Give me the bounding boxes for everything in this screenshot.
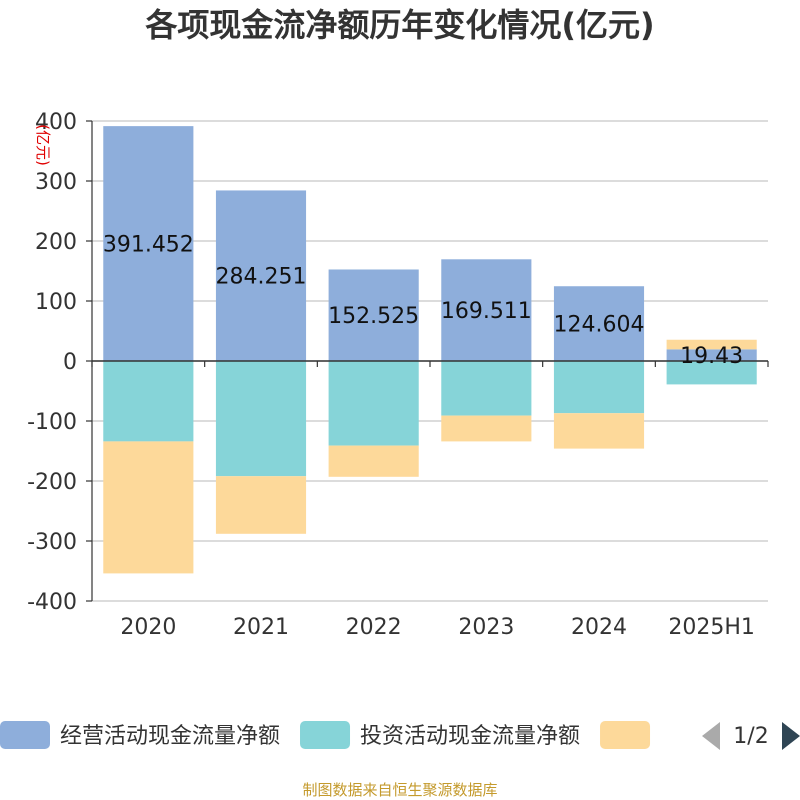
x-tick-label: 2021 [233,615,289,640]
y-tick-label: -200 [27,470,77,495]
y-tick-label: 300 [35,170,77,195]
bar-2021-series-0 [215,190,307,361]
bar-2023-series-0 [441,259,532,361]
bar-2022-series-2 [328,445,419,477]
bar-2023-series-1 [441,361,532,416]
y-tick-label: 100 [35,290,77,315]
source-note: 制图数据来自恒生聚源数据库 [302,781,497,799]
data-label: 169.511 [441,299,532,324]
y-axis-unit-label: (亿元) [34,124,52,166]
x-tick-label: 2024 [571,615,627,640]
bar-2022-series-1 [328,361,419,446]
bar-2021-series-2 [215,476,307,534]
bar-2024-series-0 [553,286,645,361]
y-tick-label: -100 [27,410,77,435]
bar-2020-series-1 [103,361,194,442]
legend-prev-arrow-icon [702,722,720,750]
bar-2025H1-series-0 [666,349,757,361]
data-label: 19.43 [680,344,743,369]
bar-2024-series-2 [553,413,645,449]
chart-title: 各项现金流净额历年变化情况(亿元) [145,6,654,44]
bar-2020-series-0 [103,126,194,361]
x-tick-label: 2025H1 [668,615,755,640]
y-tick-label: 200 [35,230,77,255]
data-label: 124.604 [554,313,645,338]
bar-2021-series-1 [215,361,307,477]
y-tick-label: -300 [27,530,77,555]
legend-next-arrow-icon [782,722,800,750]
bar-2020-series-2 [103,441,194,574]
bar-2022-series-0 [328,269,419,361]
data-label: 152.525 [328,304,419,329]
legend-swatch-2 [600,721,651,749]
bar-2024-series-1 [553,361,645,414]
x-tick-label: 2022 [346,615,402,640]
data-label: 391.452 [103,233,194,258]
bar-layer [103,126,757,574]
legend: 经营活动现金流量净额 投资活动现金流量净额 1/2 [0,721,800,750]
x-tick-label: 2023 [458,615,514,640]
bar-2025H1-series-2 [666,339,757,350]
legend-label: 经营活动现金流量净额 [60,724,280,749]
bar-2023-series-2 [441,415,532,442]
legend-label: 投资活动现金流量净额 [360,724,580,749]
y-tick-label: -400 [27,590,77,615]
y-tick-label: 400 [35,110,77,135]
x-tick-label: 2020 [120,615,176,640]
y-tick-label: 0 [63,350,77,375]
data-label-layer: 391.452 284.251 152.525 169.511 124.604 19.43 [103,233,743,370]
legend-page-indicator: 1/2 [733,724,768,749]
bar-2025H1-series-1 [666,361,757,385]
legend-swatch-1 [300,721,351,749]
data-label: 284.251 [216,265,307,290]
axis-layer: 400 300 200 100 0 -100 -200 -300 -400 2020 2021 202… [27,110,769,640]
legend-swatch-0 [0,721,50,749]
